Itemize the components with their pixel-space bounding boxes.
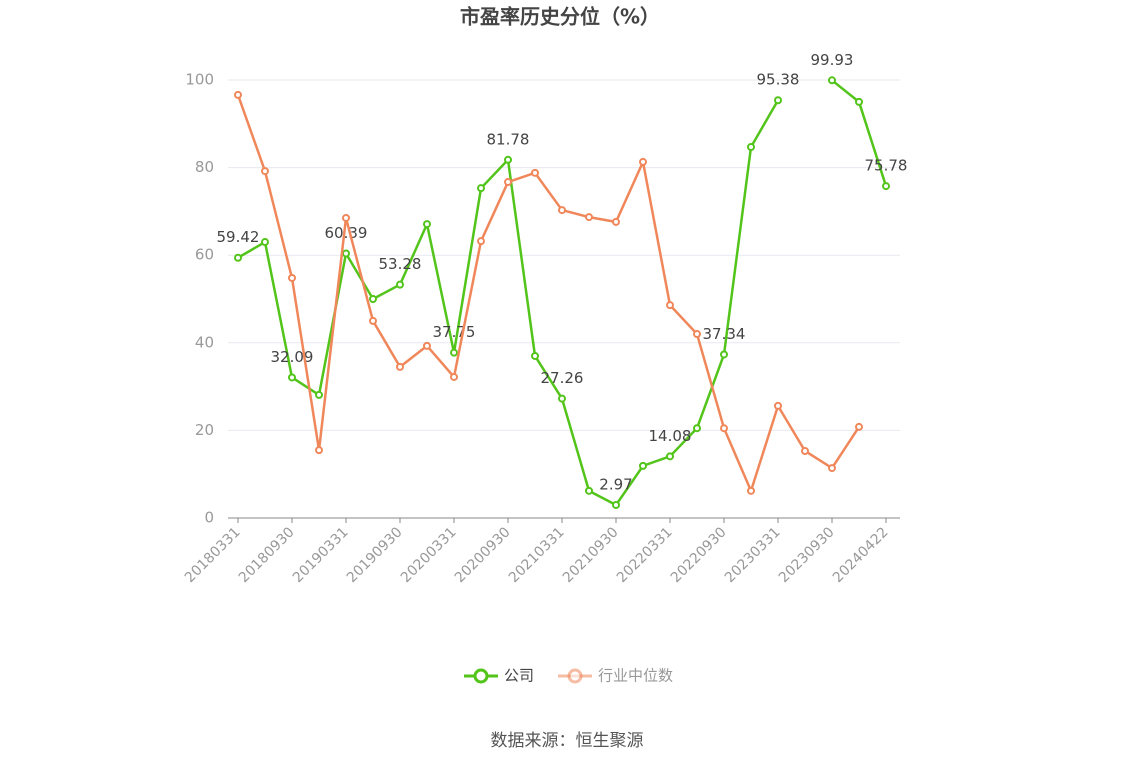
data-point [558,206,566,215]
legend-label: 公司 [504,667,534,685]
data-label: 27.26 [541,369,584,387]
series-line [237,79,888,507]
data-point [801,446,809,455]
data-point [504,155,512,164]
data-point [477,184,485,193]
data-label: 37.75 [433,323,476,341]
y-tick-label: 80 [195,158,214,176]
data-label: 60.39 [325,224,368,242]
data-point [423,341,431,350]
y-tick-label: 20 [195,421,214,439]
y-tick-label: 100 [185,71,214,89]
x-tick-label: 20220930 [668,524,730,586]
data-point [882,182,890,191]
series-line [236,94,861,495]
source-note: 数据来源：恒生聚源 [491,731,644,751]
x-tick-label: 20180331 [182,524,244,586]
data-point [693,330,701,339]
data-point [747,486,755,495]
data-point [828,76,836,85]
y-tick-label: 0 [204,509,214,527]
data-label: 2.97 [599,475,632,493]
data-point [315,446,323,455]
data-point [315,390,323,399]
data-point [585,213,593,222]
data-point [369,316,377,325]
data-label: 81.78 [487,130,530,148]
data-label: 95.38 [757,71,800,89]
chart-title: 市盈率历史分位（%） [460,5,660,29]
legend-marker [567,668,583,684]
data-point [450,348,458,357]
data-point [504,178,512,187]
x-tick-label: 20180930 [236,524,298,586]
data-label: 32.09 [271,348,314,366]
data-point [828,464,836,473]
data-point [396,280,404,289]
data-point [450,372,458,381]
x-tick-label: 20220331 [614,524,676,586]
x-tick-label: 20190331 [290,524,352,586]
data-point [369,295,377,303]
data-point [288,373,296,382]
data-point [855,97,863,106]
data-point [666,301,674,310]
data-point [639,461,647,470]
x-tick-label: 20210331 [506,524,568,586]
data-label: 75.78 [865,157,908,175]
data-point [423,220,431,229]
data-point [666,452,674,461]
data-point [234,90,242,99]
data-point [693,424,701,433]
x-tick-label: 20210930 [560,524,622,586]
y-tick-label: 60 [195,246,214,264]
data-point [531,351,539,360]
data-label: 53.28 [379,255,422,273]
data-point [612,217,620,226]
data-point [585,486,593,495]
x-tick-label: 20230930 [776,524,838,586]
data-point [261,238,269,247]
x-tick-label: 20200930 [452,524,514,586]
data-point [261,167,269,176]
x-tick-label: 20240422 [830,524,892,586]
data-point [855,422,863,431]
x-tick-label: 20200331 [398,524,460,586]
data-point [774,401,782,410]
data-label: 99.93 [811,51,854,69]
data-label: 14.08 [649,427,692,445]
data-point [342,249,350,258]
data-label: 37.34 [703,325,746,343]
data-point [720,424,728,433]
x-tick-label: 20230331 [722,524,784,586]
data-label: 59.42 [217,228,260,246]
data-point [558,394,566,403]
data-point [612,500,620,509]
data-point [720,350,728,359]
data-point [639,157,647,166]
data-point [234,253,242,262]
data-point [774,96,782,105]
data-point [531,168,539,177]
x-tick-label: 20190930 [344,524,406,586]
data-point [342,213,350,222]
data-point [288,273,296,282]
legend-label: 行业中位数 [598,667,673,685]
legend-marker [473,668,489,684]
data-point [396,362,404,371]
y-tick-label: 40 [195,333,214,351]
data-point [747,143,755,152]
data-point [477,237,485,246]
